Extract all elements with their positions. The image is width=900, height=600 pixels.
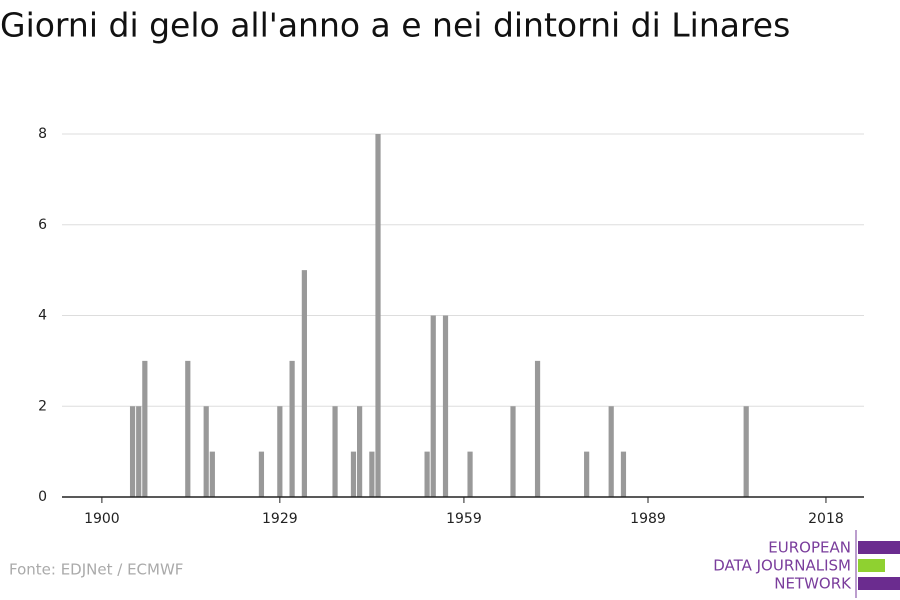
bar [209, 451, 215, 497]
logo-bar [858, 541, 900, 554]
bar [277, 406, 283, 497]
bar [584, 451, 590, 497]
logo: EUROPEAN DATA JOURNALISM NETWORK [713, 530, 900, 598]
bar [142, 360, 148, 497]
x-tick-label: 1959 [446, 511, 482, 527]
source: Fonte: EDJNet / ECMWF [9, 561, 183, 579]
y-tick-label: 6 [38, 217, 47, 233]
x-tick-label: 1900 [84, 511, 120, 527]
bar [442, 315, 449, 497]
x-tick-label: 1989 [630, 511, 666, 527]
logo-text: EUROPEAN [768, 539, 851, 557]
bar [350, 451, 357, 497]
y-tick-label: 2 [38, 398, 47, 414]
bar [289, 360, 295, 497]
y-tick-label: 0 [38, 489, 47, 505]
bar [534, 360, 541, 497]
bar [332, 406, 338, 497]
bar [375, 134, 381, 497]
bar [357, 406, 363, 497]
y-tick-label: 4 [38, 308, 47, 324]
y-tick-label: 8 [38, 126, 47, 142]
bar [743, 406, 749, 497]
bar [185, 360, 191, 497]
bar [369, 451, 375, 497]
bar [136, 406, 142, 497]
logo-text: DATA JOURNALISM [713, 557, 851, 575]
bar [430, 315, 436, 497]
logo-bar [858, 559, 885, 572]
bar [620, 451, 627, 497]
bar [510, 406, 516, 497]
logo-text: NETWORK [774, 575, 852, 593]
x-tick-label: 2018 [808, 511, 844, 527]
bar [258, 451, 265, 497]
bar [467, 451, 473, 497]
bar [301, 270, 307, 497]
x-tick-label: 1929 [262, 511, 298, 527]
bar [203, 406, 209, 497]
bar [129, 406, 136, 497]
bar [424, 451, 430, 497]
chart-title: Giorni di gelo all'anno a e nei dintorni… [0, 6, 790, 45]
bar [608, 406, 614, 497]
logo-bar [858, 577, 900, 590]
